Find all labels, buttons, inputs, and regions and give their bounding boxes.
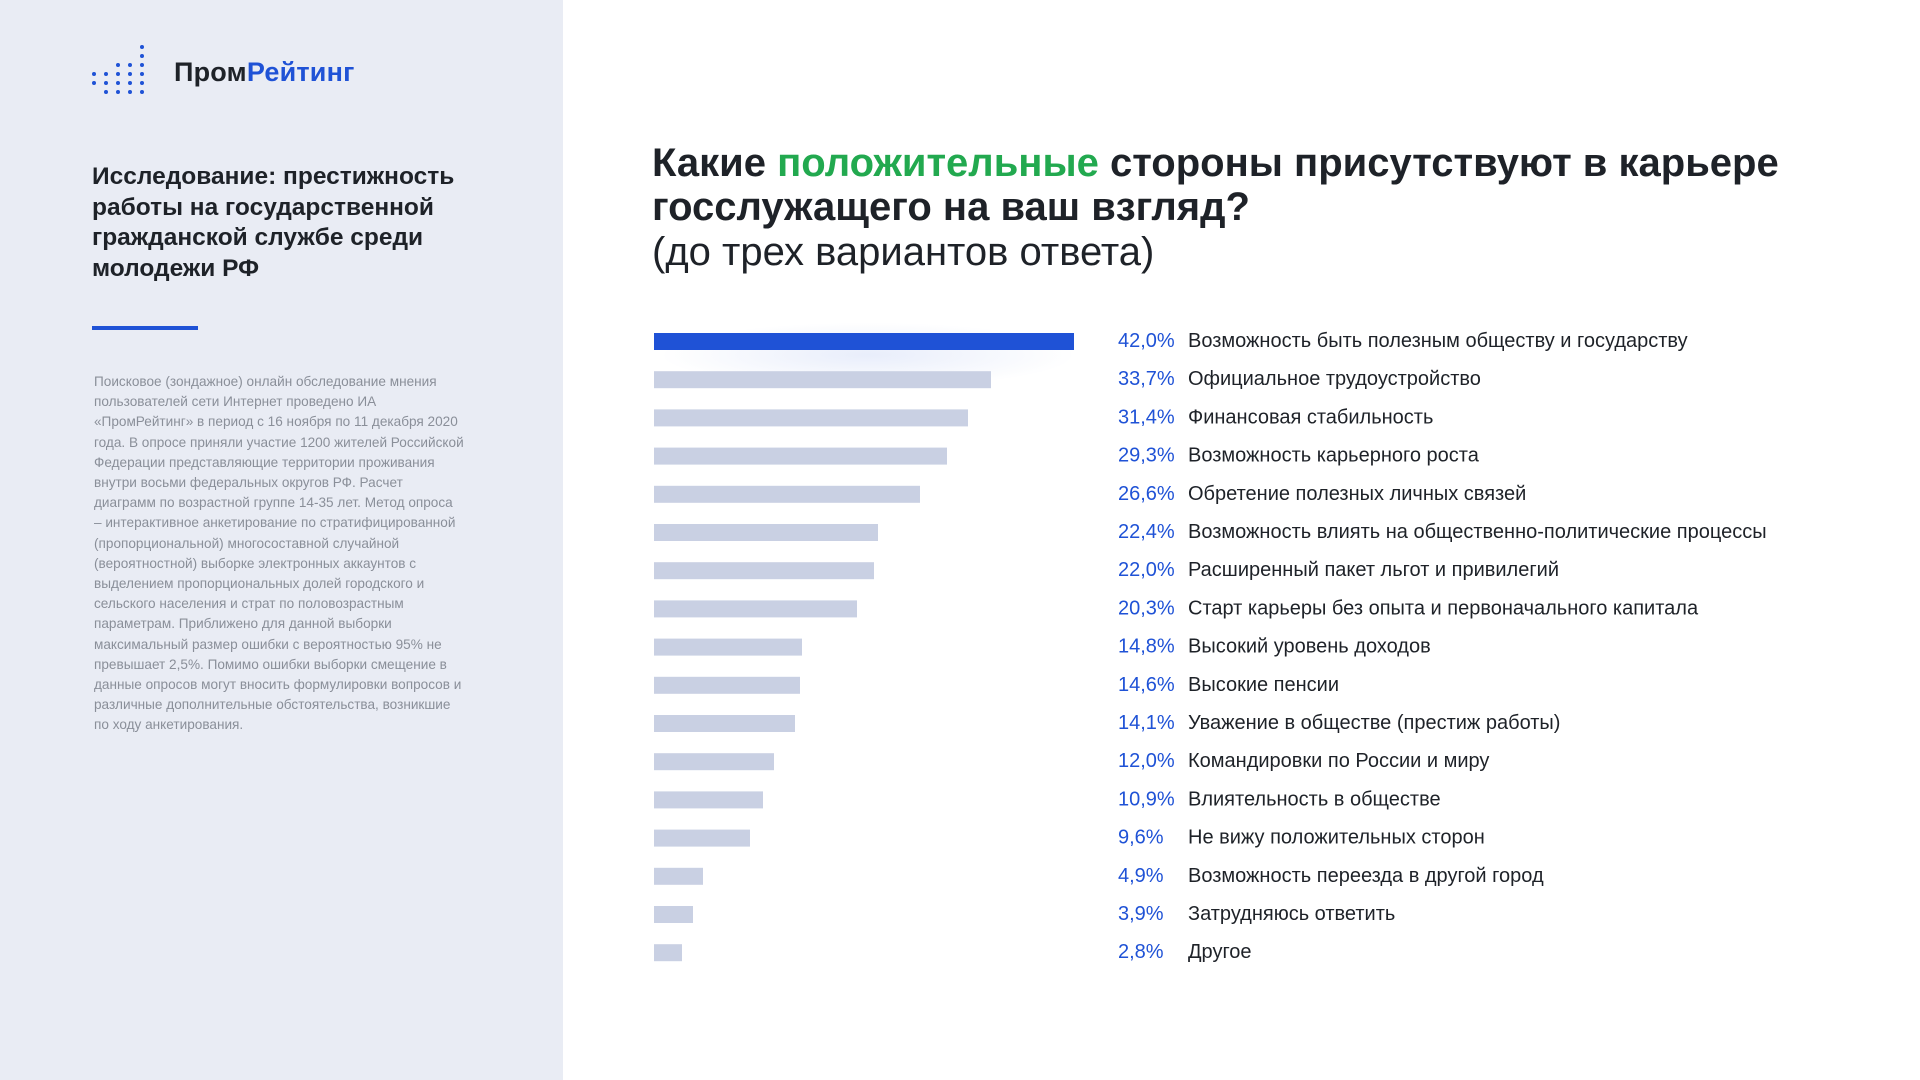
value-label-11: 14,1% [1118,712,1175,734]
category-label-3: Финансовая стабильность [1188,406,1433,428]
value-label-7: 22,0% [1118,559,1175,581]
logo-dot [140,81,144,85]
bar-7 [654,562,874,580]
question-title: Какие положительные стороны присутствуют… [652,141,1892,229]
category-label-6: Возможность влиять на общественно-полити… [1188,521,1767,543]
logo-dot [140,45,144,49]
category-label-7: Расширенный пакет льгот и привилегий [1188,559,1559,581]
bar-12 [654,753,774,771]
category-label-12: Командировки по России и миру [1188,750,1489,772]
logo-text-part1: Пром [174,56,247,87]
question-subtitle: (до трех вариантов ответа) [652,230,1155,274]
logo-text: ПромРейтинг [174,57,355,88]
title-underline [92,326,198,330]
category-label-17: Другое [1188,941,1252,963]
logo-dot [116,63,120,67]
value-label-12: 12,0% [1118,750,1175,772]
category-label-8: Старт карьеры без опыта и первоначальног… [1188,597,1699,619]
category-label-4: Возможность карьерного роста [1188,445,1480,467]
value-label-9: 14,8% [1118,636,1175,658]
logo-dot [140,90,144,94]
value-label-2: 33,7% [1118,368,1175,390]
logo-dot [116,81,120,85]
logo-dot [92,81,96,85]
question-part2: стороны присутствуют в карьере госслужащ… [652,141,1779,229]
bar-13 [654,791,763,809]
value-label-4: 29,3% [1118,445,1175,467]
logo-dot [92,72,96,76]
logo-dot [128,72,132,76]
value-label-17: 2,8% [1118,941,1164,963]
value-label-13: 10,9% [1118,788,1175,810]
logo-text-part2: Рейтинг [246,56,355,87]
logo-dot [140,54,144,58]
category-label-2: Официальное трудоустройство [1188,368,1481,390]
value-label-16: 3,9% [1118,903,1164,925]
value-label-10: 14,6% [1118,674,1175,696]
bar-11 [654,715,795,732]
logo-dot [140,63,144,67]
logo-dot [104,90,108,94]
logo: ПромРейтинг [92,44,355,100]
bar-17 [654,944,682,962]
bar-6 [654,524,878,541]
value-label-8: 20,3% [1118,597,1175,619]
category-label-5: Обретение полезных личных связей [1188,483,1526,505]
category-label-10: Высокие пенсии [1188,674,1339,696]
bar-10 [654,676,800,694]
value-label-3: 31,4% [1118,406,1175,428]
question-part1: Какие [652,141,778,185]
bar-3 [654,409,968,427]
category-label-14: Не вижу положительных сторон [1188,827,1485,849]
bar-8 [654,600,857,618]
question-highlight: положительные [777,141,1099,185]
logo-dot [128,63,132,67]
category-label-1: Возможность быть полезным обществу и гос… [1188,330,1688,352]
bar-16 [654,906,693,923]
category-label-15: Возможность переезда в другой город [1188,865,1544,887]
bar-15 [654,867,703,885]
logo-dots-icon [92,44,150,100]
bar-4 [654,447,947,465]
category-label-11: Уважение в обществе (престиж работы) [1188,712,1560,734]
value-label-1: 42,0% [1118,330,1175,352]
value-label-6: 22,4% [1118,521,1175,543]
bar-5 [654,485,920,503]
study-title: Исследование: престижность работы на гос… [92,163,455,282]
logo-dot [104,72,108,76]
bar-14 [654,829,750,847]
value-label-15: 4,9% [1118,865,1164,887]
logo-dot [104,81,108,85]
value-label-5: 26,6% [1118,483,1175,505]
bar-2 [654,371,991,389]
category-label-13: Влиятельность в обществе [1188,788,1441,810]
value-label-14: 9,6% [1118,827,1164,849]
bar-9 [654,638,802,656]
sidebar: ПромРейтинг Исследование: престижность р… [0,0,563,1080]
category-label-16: Затрудняюсь ответить [1188,903,1395,925]
logo-dot [140,72,144,76]
category-label-9: Высокий уровень доходов [1188,636,1431,658]
methodology-text: Поисковое (зондажное) онлайн обследовани… [94,374,464,733]
logo-dot [128,81,132,85]
logo-dot [116,90,120,94]
bar-1 [654,333,1074,350]
logo-dot [128,90,132,94]
logo-dot [116,72,120,76]
